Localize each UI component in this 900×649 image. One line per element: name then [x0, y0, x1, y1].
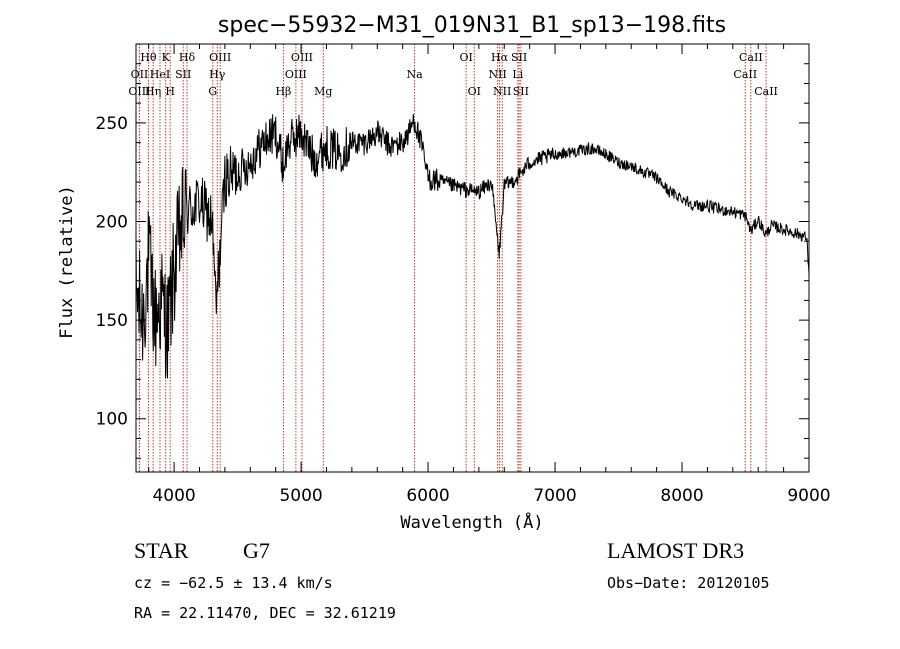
redshift-text: cz = −62.5 ± 13.4 km/s — [134, 574, 333, 592]
subclass-label: G7 — [243, 538, 270, 563]
spectral-line-label: G — [208, 85, 217, 98]
survey-label: LAMOST DR3 — [607, 538, 745, 563]
spectral-line-label: OI — [459, 51, 472, 64]
spectral-line-label: CaII — [739, 51, 763, 64]
spectral-line-label: SII — [511, 51, 527, 64]
spectral-line-label: Na — [407, 68, 424, 81]
y-tick-label: 250 — [96, 114, 128, 134]
y-tick-label: 100 — [96, 410, 128, 430]
axis-ticks: 4000 5000 6000 7000 8000 9000 100 150 200 250 — [96, 44, 831, 506]
spectral-line-label: Li — [512, 68, 523, 81]
spectral-line-label: Hβ — [275, 85, 291, 98]
x-tick-label: 9000 — [787, 486, 830, 506]
x-tick-label: 6000 — [406, 486, 449, 506]
class-label: STAR — [134, 538, 189, 563]
spectral-line-label: Hγ — [209, 68, 226, 81]
y-tick-label: 200 — [96, 213, 128, 233]
spectral-line-label: OII — [131, 68, 149, 81]
spectral-line-label: Hα — [491, 51, 509, 64]
spectral-line-label: CaII — [733, 68, 757, 81]
spectral-line-label: K — [162, 51, 171, 64]
coordinates-text: RA = 22.11470, DEC = 32.61219 — [134, 604, 396, 622]
spectral-line-label: Mg — [314, 85, 332, 98]
plot-frame — [135, 43, 810, 473]
y-tick-label: 150 — [96, 311, 128, 331]
spectral-line-label: HeI — [150, 68, 170, 81]
spectral-line-label: OIII — [209, 51, 231, 64]
x-tick-label: 8000 — [660, 486, 703, 506]
x-tick-label: 7000 — [533, 486, 576, 506]
spectral-line-label: OIII — [291, 51, 313, 64]
spectral-line-label: NII — [488, 68, 506, 81]
spectral-line-label: OIII — [128, 85, 150, 98]
spectral-line-label: Hη — [145, 85, 161, 98]
spectral-line-label: OI — [468, 85, 481, 98]
spectral-line-markers — [138, 44, 767, 472]
x-tick-label: 4000 — [152, 486, 195, 506]
spectral-line-label: H — [165, 85, 175, 98]
y-axis-label: Flux (relative) — [57, 185, 77, 339]
x-axis-label: Wavelength (Å) — [400, 511, 543, 533]
spectral-line-label: Hδ — [179, 51, 196, 64]
chart-title: spec−55932−M31_019N31_B1_sp13−198.fits — [218, 13, 726, 38]
spectral-line-label: CaII — [754, 85, 778, 98]
spectral-line-label: SII — [175, 68, 191, 81]
obs-date-text: Obs−Date: 20120105 — [607, 574, 770, 592]
spectral-line-label: SII — [513, 85, 529, 98]
x-tick-label: 5000 — [279, 486, 322, 506]
spectrum-line — [135, 113, 810, 379]
spectral-line-label: OIII — [285, 68, 307, 81]
spectral-line-label: Hθ — [140, 51, 157, 64]
spectral-line-label: NII — [493, 85, 511, 98]
